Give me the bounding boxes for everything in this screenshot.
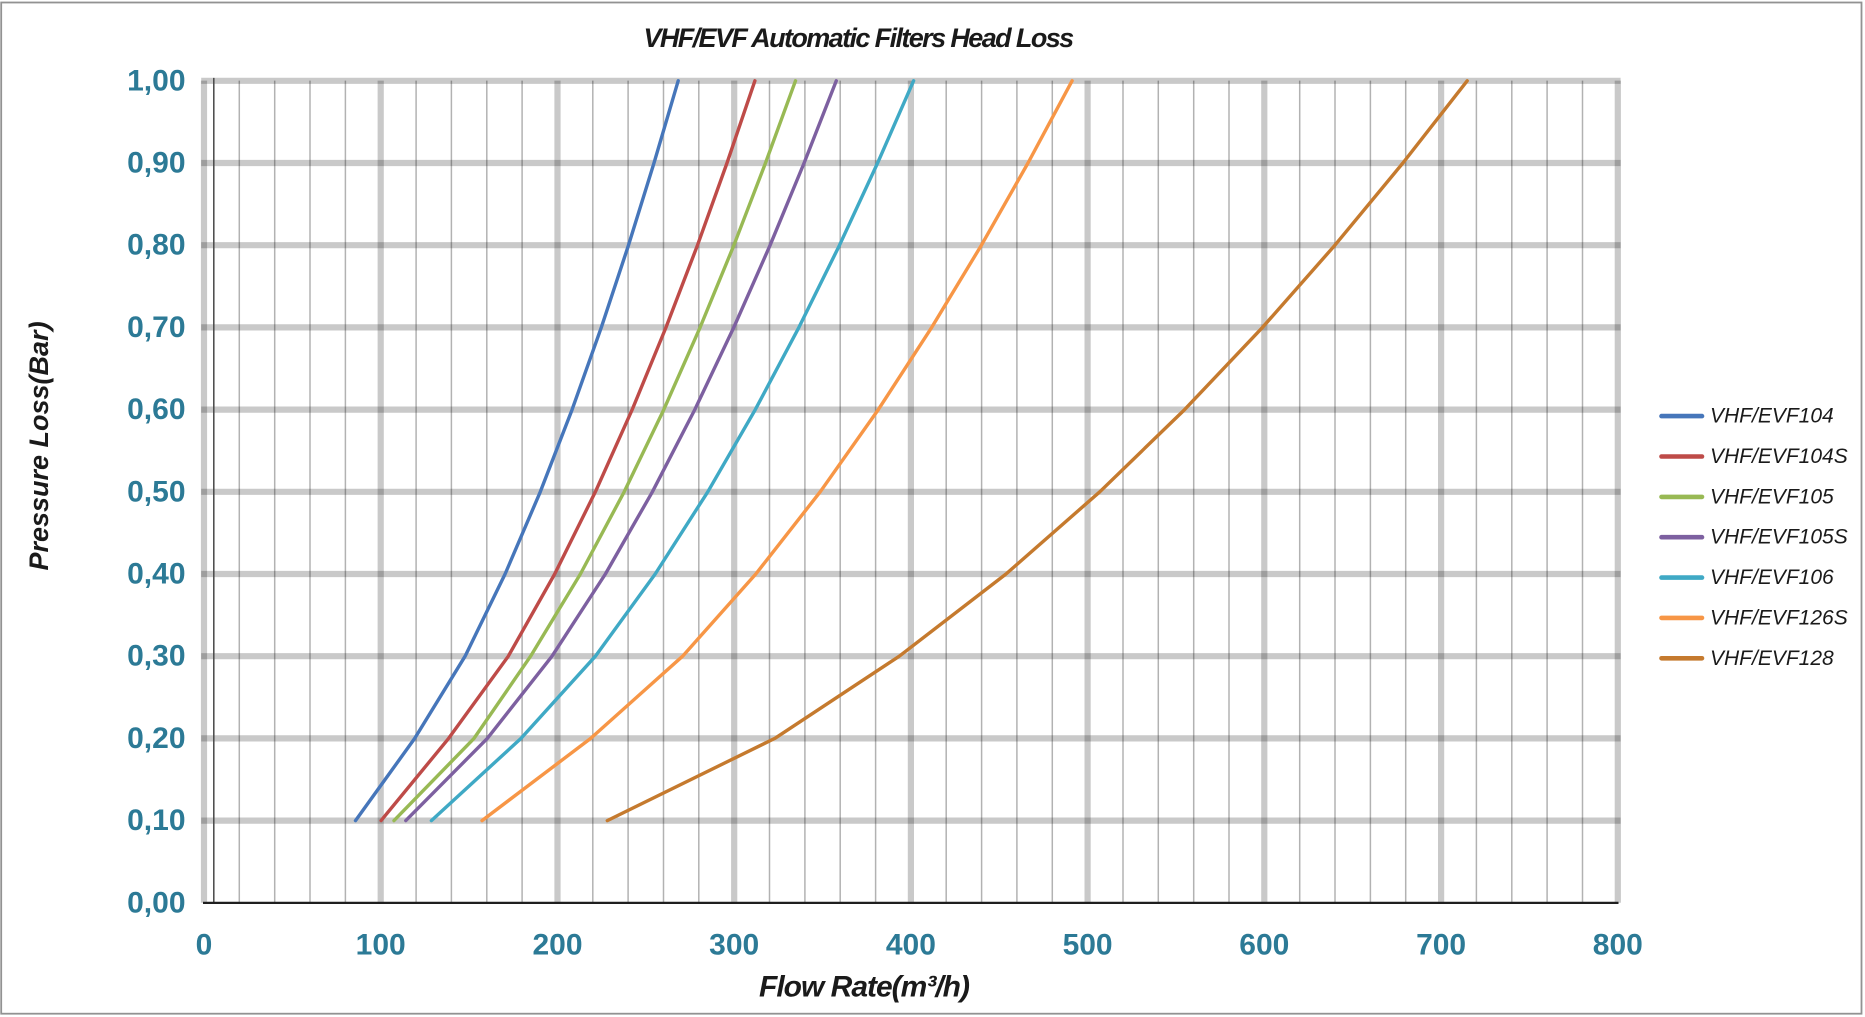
svg-text:VHF/EVF104S: VHF/EVF104S [1710,445,1848,468]
svg-text:0,70: 0,70 [127,311,185,344]
svg-text:800: 800 [1593,929,1643,962]
svg-text:VHF/EVF104: VHF/EVF104 [1710,405,1834,428]
svg-text:0,20: 0,20 [127,722,185,755]
svg-text:100: 100 [356,929,406,962]
svg-text:200: 200 [532,929,582,962]
svg-text:0,30: 0,30 [127,640,185,673]
svg-text:0,10: 0,10 [127,804,185,837]
svg-text:VHF/EVF126S: VHF/EVF126S [1710,606,1848,629]
svg-text:600: 600 [1239,929,1289,962]
svg-text:Pressure Loss(Bar): Pressure Loss(Bar) [24,321,54,570]
svg-text:0,90: 0,90 [127,147,185,180]
svg-text:VHF/EVF105: VHF/EVF105 [1710,485,1834,508]
svg-text:0,40: 0,40 [127,558,185,591]
svg-text:400: 400 [886,929,936,962]
svg-text:0: 0 [196,929,213,962]
svg-text:Flow Rate(m³/h): Flow Rate(m³/h) [759,971,970,1004]
svg-text:1,00: 1,00 [127,64,185,97]
svg-text:VHF/EVF128: VHF/EVF128 [1710,647,1834,670]
svg-text:0,60: 0,60 [127,393,185,426]
svg-text:500: 500 [1063,929,1113,962]
svg-text:0,00: 0,00 [127,886,185,919]
svg-text:0,80: 0,80 [127,229,185,262]
svg-text:VHF/EVF106: VHF/EVF106 [1710,566,1834,589]
svg-text:0,50: 0,50 [127,475,185,508]
svg-text:VHF/EVF Automatic Filters Head: VHF/EVF Automatic Filters Head Loss [643,23,1074,53]
svg-text:300: 300 [709,929,759,962]
svg-text:VHF/EVF105S: VHF/EVF105S [1710,526,1848,549]
svg-text:700: 700 [1416,929,1466,962]
